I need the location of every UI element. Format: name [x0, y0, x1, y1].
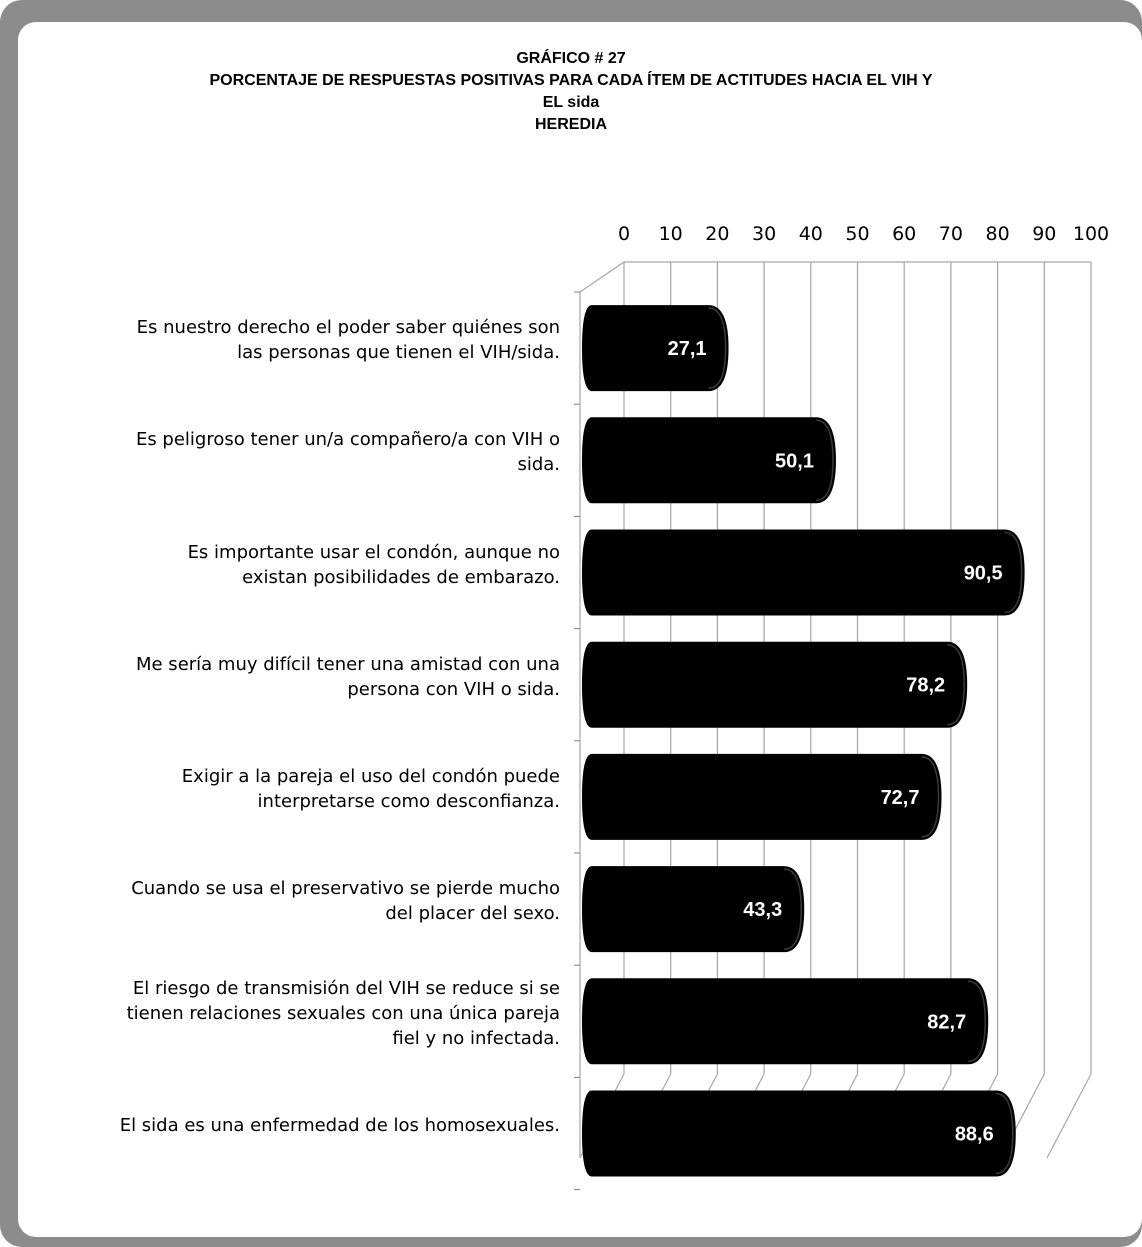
bar — [582, 978, 989, 1065]
bar-cap-highlight — [947, 643, 965, 726]
category-label: El riesgo de transmisión del VIH se redu… — [20, 976, 560, 1051]
category-label-line: las personas que tienen el VIH/sida. — [237, 342, 560, 364]
bar — [582, 305, 729, 392]
category-label-line: tienen relaciones sexuales con una única… — [126, 1002, 560, 1024]
bar-body — [582, 529, 1025, 616]
bar-body — [582, 1090, 1016, 1177]
floor-gridline — [1046, 1073, 1092, 1159]
category-label: Es peligroso tener un/a compañero/a con … — [20, 427, 560, 477]
data-label: 27,1 — [668, 338, 707, 360]
title-line-3: EL sida — [542, 94, 600, 111]
category-label-line: existan posibilidades de embarazo. — [242, 566, 560, 588]
x-tick-label: 0 — [618, 223, 630, 245]
category-label-line: Me sería muy difícil tener una amistad c… — [135, 653, 560, 675]
bar — [582, 417, 836, 504]
bar-body — [582, 753, 942, 840]
bar-cap-highlight — [708, 307, 727, 389]
title-line-1: GRÁFICO # 27 — [516, 50, 626, 67]
category-label-line: fiel y no infectada. — [392, 1027, 560, 1049]
x-tick-label: 10 — [659, 223, 683, 245]
category-label-line: Cuando se usa el preservativo se pierde … — [131, 878, 560, 900]
x-tick-label: 70 — [939, 223, 963, 245]
category-label: Cuando se usa el preservativo se pierde … — [20, 876, 560, 926]
category-label-line: Es nuestro derecho el poder saber quiéne… — [136, 317, 560, 339]
bar-body — [582, 417, 836, 504]
x-tick-label: 20 — [705, 223, 729, 245]
category-label-line: Es peligroso tener un/a compañero/a con … — [135, 429, 560, 451]
title-line-2: PORCENTAJE DE RESPUESTAS POSITIVAS PARA … — [209, 72, 933, 89]
chart-title: GRÁFICO # 27 PORCENTAJE DE RESPUESTAS PO… — [0, 48, 1142, 136]
side-wall-top-edge — [579, 261, 625, 293]
data-label: 88,6 — [955, 1124, 994, 1146]
bar — [582, 641, 968, 728]
x-tick-label: 50 — [845, 223, 869, 245]
category-label-line: El sida es una enfermedad de los homosex… — [119, 1115, 560, 1136]
category-label-line: sida. — [517, 454, 560, 476]
category-label-line: Es importante usar el condón, aunque no — [187, 541, 560, 563]
data-label: 78,2 — [906, 675, 945, 697]
bar-body — [582, 641, 968, 728]
title-line-4: HEREDIA — [534, 116, 607, 133]
category-label: Me sería muy difícil tener una amistad c… — [20, 652, 560, 702]
bar-cap-highlight — [968, 980, 986, 1063]
category-label: Es nuestro derecho el poder saber quiéne… — [20, 315, 560, 365]
category-label: Es importante usar el condón, aunque no e… — [20, 540, 560, 590]
bar-cap-highlight — [921, 756, 940, 838]
x-tick-label: 80 — [986, 223, 1010, 245]
x-tick-label: 40 — [799, 223, 823, 245]
category-label-line: El riesgo de transmisión del VIH se redu… — [132, 977, 560, 999]
x-tick-label: 100 — [1073, 223, 1109, 245]
data-label: 50,1 — [775, 450, 814, 472]
category-label-line: Exigir a la pareja el uso del condón pue… — [181, 765, 560, 787]
bar-cap-highlight — [995, 1092, 1014, 1175]
bar — [582, 753, 942, 840]
data-label: 72,7 — [881, 787, 920, 809]
bar-body — [582, 305, 729, 392]
x-tick-label: 60 — [892, 223, 916, 245]
bar — [582, 529, 1025, 616]
category-label: El sida es una enfermedad de los homosex… — [20, 1113, 560, 1138]
x-tick-label: 30 — [752, 223, 776, 245]
data-label: 82,7 — [927, 1011, 966, 1033]
bar-cap-highlight — [1004, 531, 1023, 614]
bar — [582, 1090, 1016, 1177]
bar-cap-highlight — [784, 868, 802, 950]
category-label-line: del placer del sexo. — [385, 903, 560, 925]
bar — [582, 866, 805, 953]
category-label: Exigir a la pareja el uso del condón pue… — [20, 764, 560, 814]
data-label: 90,5 — [964, 563, 1003, 585]
category-label-line: persona con VIH o sida. — [347, 678, 560, 700]
category-label-line: interpretarse como desconfianza. — [257, 790, 560, 812]
bar-body — [582, 978, 989, 1065]
bar-cap-highlight — [815, 419, 834, 502]
bar-body — [582, 866, 805, 953]
x-tick-label: 90 — [1032, 223, 1056, 245]
data-label: 43,3 — [743, 899, 782, 921]
